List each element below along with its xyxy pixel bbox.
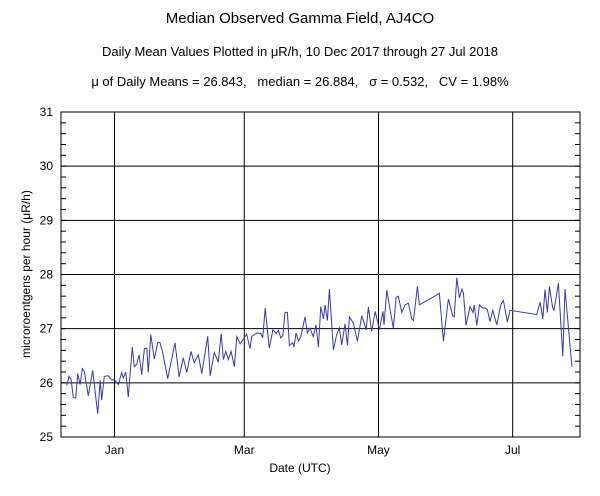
chart-stats-line: μ of Daily Means = 26.843, median = 26.8… [91, 74, 509, 89]
chart-subtitle: Daily Mean Values Plotted in μR/h, 10 De… [101, 44, 499, 59]
y-tick-label: 26 [40, 376, 54, 390]
plot-frame [60, 111, 581, 438]
x-axis-label: Date (UTC) [269, 461, 330, 475]
x-tick-label-may: May [367, 443, 390, 457]
ticks: 25 26 27 28 29 30 31 Jan Mar May Jul [40, 105, 580, 457]
y-tick-label: 31 [40, 105, 54, 119]
x-tick-label-jan: Jan [105, 443, 124, 457]
y-axis-label: microroentgens per hour (μR/h) [19, 190, 33, 358]
y-tick-label: 29 [40, 213, 54, 227]
y-tick-label: 27 [40, 322, 54, 336]
x-tick-label-jul: Jul [505, 443, 520, 457]
chart-title: Median Observed Gamma Field, AJ4CO [165, 10, 435, 27]
x-tick-label-mar: Mar [234, 443, 255, 457]
series-line-daily-mean [66, 277, 573, 414]
y-tick-label: 28 [40, 268, 54, 282]
y-tick-label: 25 [40, 430, 54, 444]
grid [61, 111, 580, 438]
y-tick-label: 30 [40, 159, 54, 173]
